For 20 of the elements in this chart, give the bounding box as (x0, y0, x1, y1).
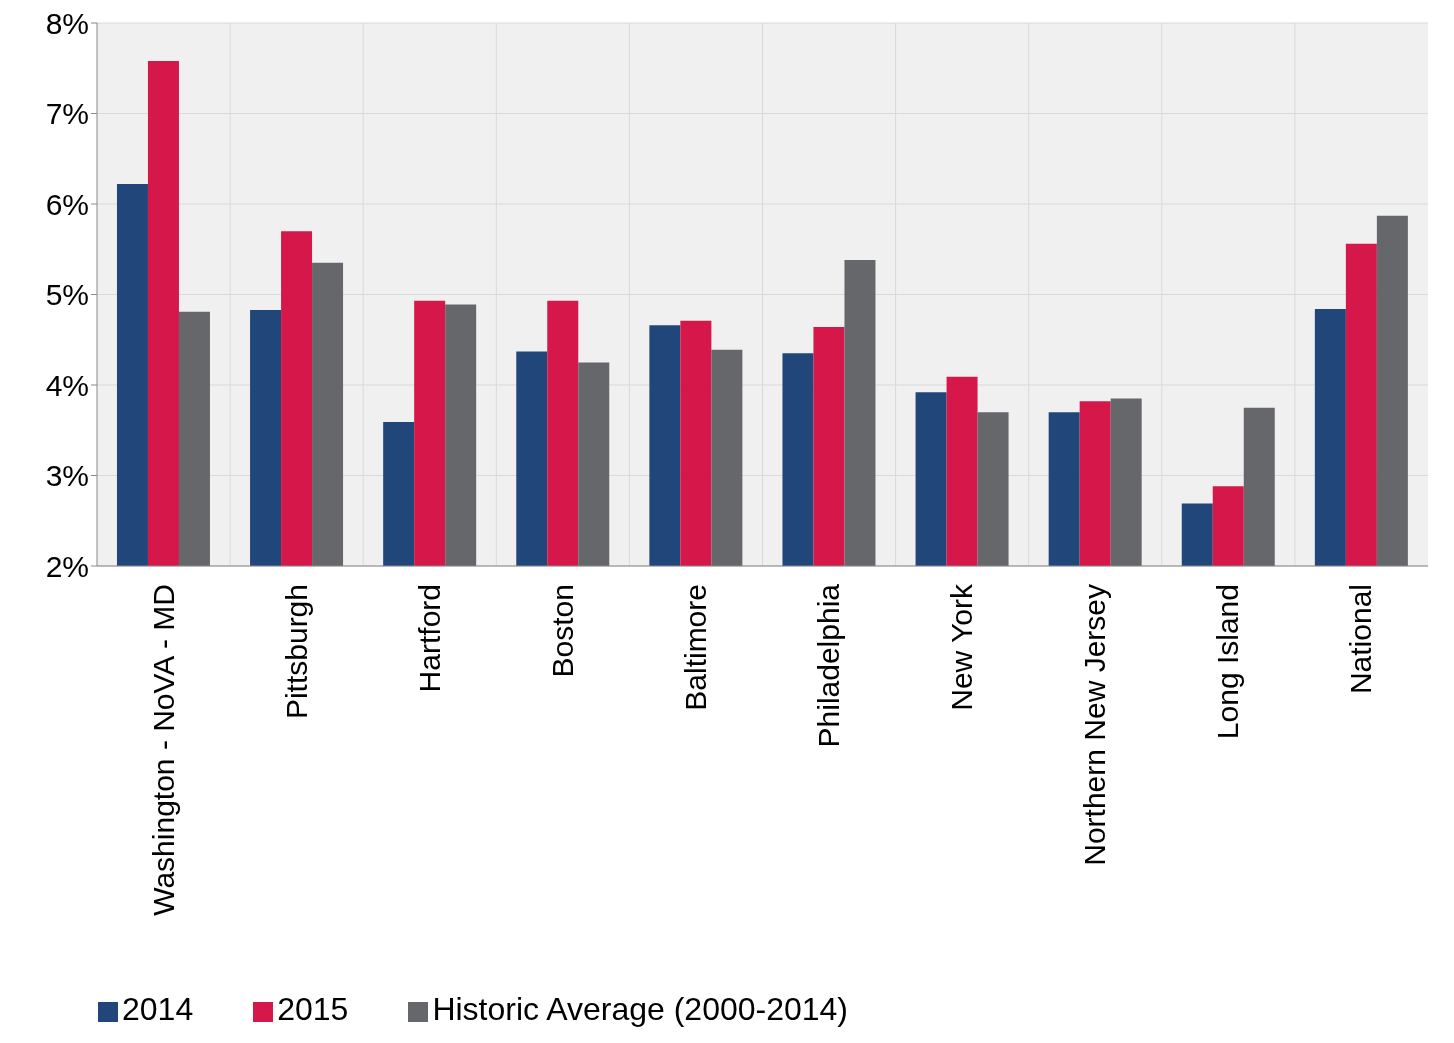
x-tick-label: Hartford (412, 584, 446, 693)
x-tick-label: Pittsburgh (279, 584, 313, 720)
legend-label: 2014 (122, 991, 194, 1027)
legend-label: Historic Average (2000-2014) (432, 991, 849, 1027)
y-tick-label: 7% (45, 97, 89, 131)
y-tick-label: 4% (45, 368, 89, 402)
x-tick-label: Washington - NoVA - MD (146, 584, 180, 916)
x-tick-label: Philadelphia (812, 583, 846, 748)
x-tick-label: Northern New Jersey (1078, 584, 1112, 866)
y-tick-label: 2% (45, 549, 89, 583)
y-tick-label: 3% (45, 459, 89, 493)
x-tick-label: National (1344, 584, 1378, 695)
x-tick-label: Boston (545, 584, 579, 678)
legend-label: 2015 (277, 991, 349, 1027)
y-tick-label: 5% (45, 278, 89, 312)
y-tick-label: 6% (45, 187, 89, 221)
y-tick-label: 8% (45, 6, 89, 40)
x-tick-label: Baltimore (678, 584, 712, 711)
x-tick-label: Long Island (1211, 584, 1245, 740)
x-tick-label: New York (945, 583, 979, 711)
